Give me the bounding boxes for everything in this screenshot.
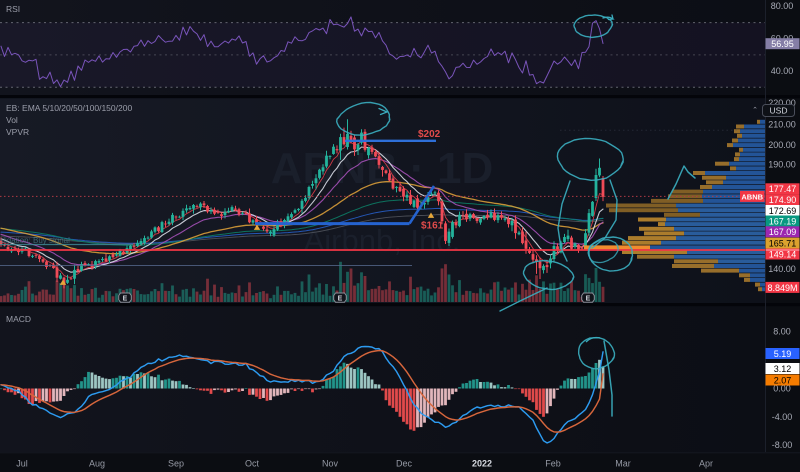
svg-text:172.69: 172.69: [769, 206, 797, 216]
svg-text:E: E: [338, 296, 343, 303]
svg-text:0.00: 0.00: [773, 384, 791, 394]
svg-text:MACD: MACD: [6, 314, 31, 324]
svg-text:USD: USD: [770, 106, 788, 116]
svg-text:$202: $202: [418, 129, 441, 140]
svg-text:Nov: Nov: [322, 459, 339, 469]
svg-text:210.00: 210.00: [768, 120, 796, 130]
svg-text:220.00: 220.00: [768, 98, 796, 108]
svg-text:EB: EMA 5/10/20/50/100/150/200: EB: EMA 5/10/20/50/100/150/200: [6, 103, 132, 113]
svg-text:E: E: [586, 296, 591, 303]
svg-text:RSI: RSI: [6, 4, 20, 14]
svg-text:-8.00: -8.00: [772, 440, 793, 450]
svg-text:177.47: 177.47: [769, 184, 797, 194]
svg-text:149.14: 149.14: [769, 249, 797, 259]
svg-text:$161: $161: [421, 221, 444, 232]
svg-text:Feb: Feb: [545, 459, 561, 469]
svg-text:Oct: Oct: [245, 459, 260, 469]
svg-text:-4.00: -4.00: [772, 412, 793, 422]
svg-text:Validation: Buy signal: Validation: Buy signal: [0, 236, 70, 245]
svg-text:174.90: 174.90: [769, 195, 797, 205]
svg-text:80.00: 80.00: [771, 1, 794, 11]
svg-text:E: E: [123, 296, 128, 303]
svg-text:167.19: 167.19: [769, 216, 797, 226]
svg-text:56.95: 56.95: [771, 39, 794, 49]
svg-text:2.07: 2.07: [774, 375, 792, 385]
svg-text:140.00: 140.00: [768, 264, 796, 274]
svg-text:⌃: ⌃: [752, 106, 758, 114]
svg-text:200.00: 200.00: [768, 140, 796, 150]
svg-text:2022: 2022: [472, 459, 492, 469]
svg-text:Apr: Apr: [699, 459, 713, 469]
svg-text:3.12: 3.12: [774, 364, 792, 374]
svg-text:165.71: 165.71: [769, 239, 797, 249]
svg-text:Dec: Dec: [396, 459, 413, 469]
svg-text:8.00: 8.00: [773, 327, 791, 337]
svg-text:Jul: Jul: [16, 459, 28, 469]
svg-text:5.19: 5.19: [774, 349, 792, 359]
svg-text:Mar: Mar: [615, 459, 631, 469]
svg-text:8.849M: 8.849M: [767, 283, 797, 293]
svg-text:190.00: 190.00: [768, 160, 796, 170]
svg-text:167.09: 167.09: [769, 227, 797, 237]
svg-text:VPVR: VPVR: [6, 127, 29, 137]
svg-text:Airbnb, Inc.: Airbnb, Inc.: [304, 223, 461, 258]
svg-text:ABNB: ABNB: [741, 192, 763, 201]
svg-text:40.00: 40.00: [771, 66, 794, 76]
svg-text:Sep: Sep: [168, 459, 184, 469]
svg-text:Aug: Aug: [89, 459, 105, 469]
svg-text:Vol: Vol: [6, 115, 18, 125]
